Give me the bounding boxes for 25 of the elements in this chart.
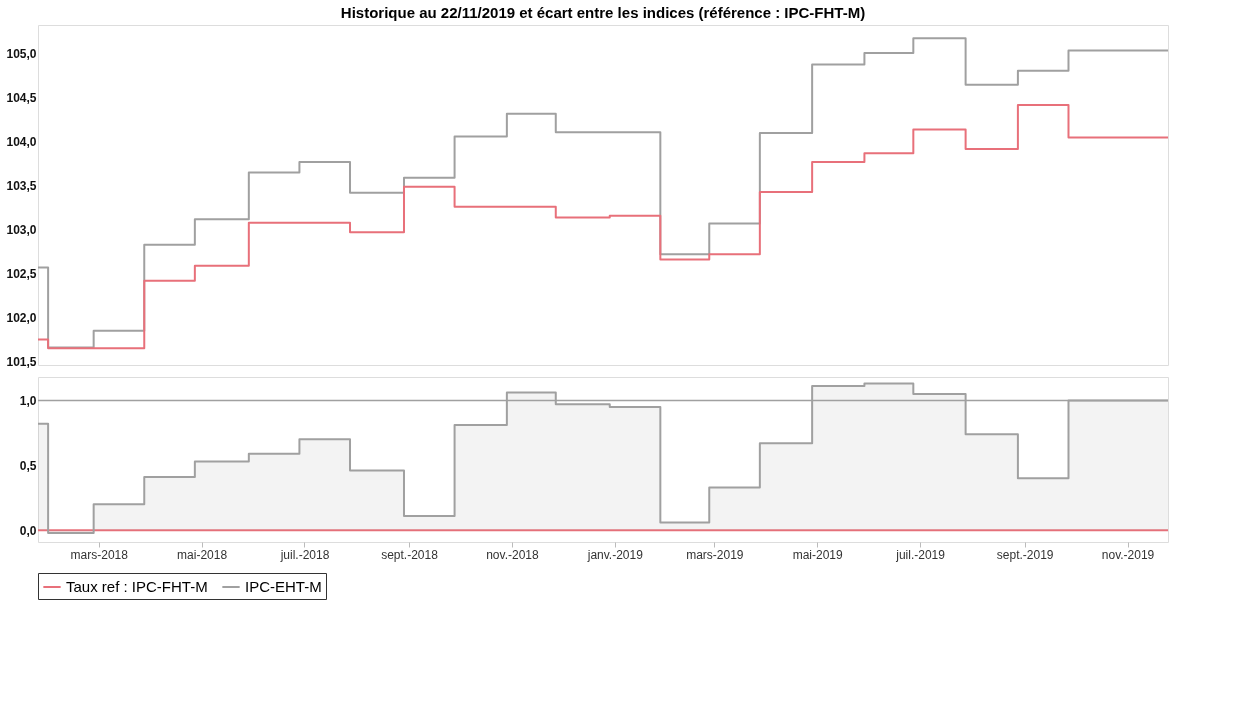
y-tick-label: 102,5 bbox=[6, 267, 37, 282]
x-tick-label: nov.-2019 bbox=[1101, 547, 1155, 562]
x-tick-label: juil.-2019 bbox=[895, 547, 946, 562]
y-tick-label: 1,0 bbox=[19, 393, 37, 408]
chart-title: Historique au 22/11/2019 et écart entre les indices (référence : IPC-FHT-M) bbox=[340, 4, 866, 21]
legend-label: IPC-EHT-M bbox=[245, 578, 322, 595]
x-tick-label: sept.-2018 bbox=[381, 547, 439, 562]
y-tick-label: 0,0 bbox=[19, 523, 37, 538]
x-tick-label: mai-2018 bbox=[177, 547, 228, 562]
y-tick-label: 0,5 bbox=[19, 458, 37, 473]
y-tick-label: 104,5 bbox=[6, 91, 37, 106]
x-tick-label: mars-2018 bbox=[70, 547, 129, 562]
y-tick-label: 103,5 bbox=[6, 179, 37, 194]
y-tick-label: 103,0 bbox=[6, 223, 37, 238]
y-tick-label: 102,0 bbox=[6, 311, 37, 326]
x-tick-label: juil.-2018 bbox=[279, 547, 330, 562]
y-tick-label: 101,5 bbox=[6, 354, 37, 369]
x-tick-label: mars-2019 bbox=[686, 547, 744, 562]
y-tick-label: 105,0 bbox=[6, 47, 37, 62]
x-tick-label: mai-2019 bbox=[792, 547, 844, 562]
x-tick-label: nov.-2018 bbox=[486, 547, 539, 562]
legend-label: Taux ref : IPC-FHT-M bbox=[66, 578, 208, 595]
x-tick-label: janv.-2019 bbox=[586, 547, 644, 562]
x-tick-label: sept.-2019 bbox=[996, 547, 1054, 562]
y-tick-label: 104,0 bbox=[6, 135, 37, 150]
